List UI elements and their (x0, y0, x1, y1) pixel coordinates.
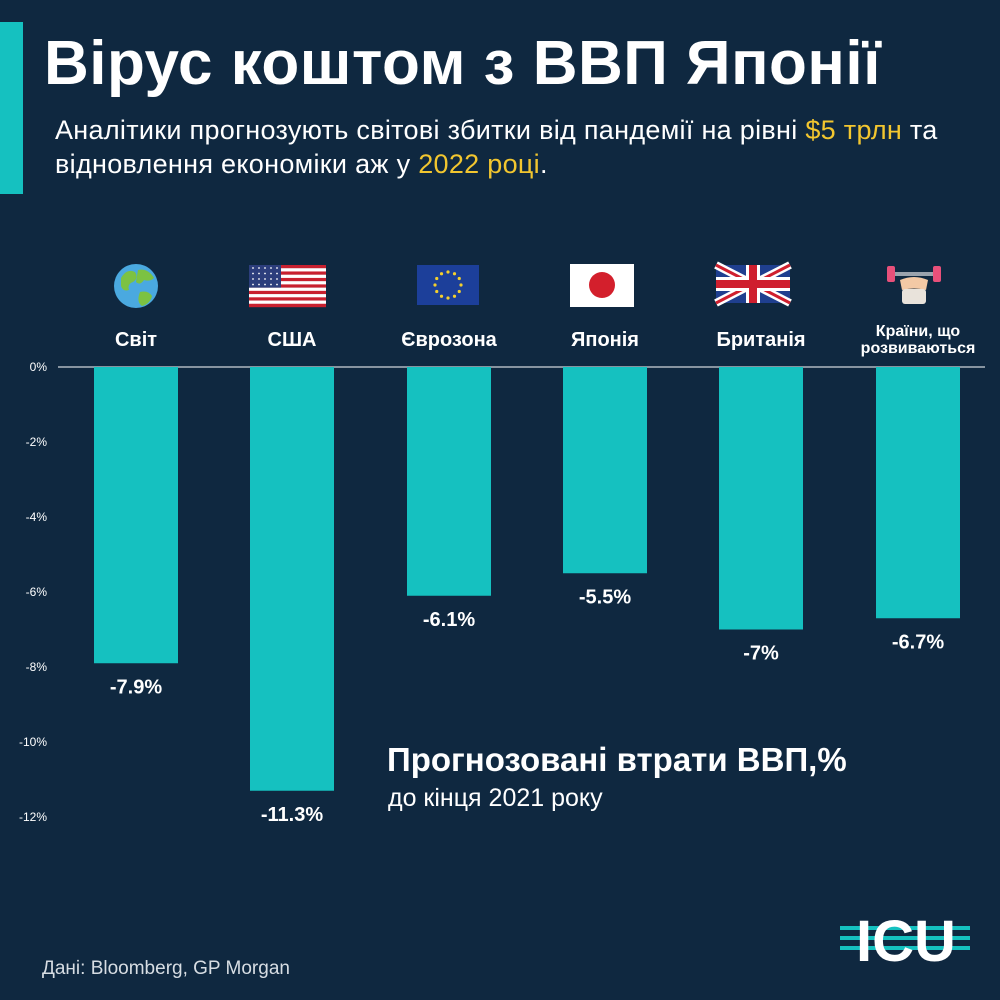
subtitle-text-2: та відновлення економіки аж у (55, 115, 938, 179)
subtitle-highlight-year: 2022 році (418, 149, 540, 179)
bar (250, 367, 334, 791)
category-label: Єврозона (401, 329, 497, 351)
y-tick-label: -12% (19, 810, 47, 824)
category-label: США (268, 329, 317, 351)
category-label: Японія (571, 329, 639, 351)
chart-subtitle: до кінця 2021 року (388, 784, 603, 812)
bar-value-label: -11.3% (261, 804, 323, 826)
globe-icon (114, 264, 158, 308)
page-subtitle: Аналітики прогнозують світові збитки від… (55, 113, 975, 181)
logo-text: ICU (856, 909, 956, 970)
bar (563, 367, 647, 574)
bar-value-label: -7% (743, 643, 779, 665)
y-tick-label: 0% (30, 360, 48, 374)
category-label: Країни, що розвиваються (861, 323, 976, 357)
accent-bar (0, 22, 23, 194)
bar-value-label: -5.5% (579, 586, 631, 608)
source-note: Дані: Bloomberg, GP Morgan (42, 958, 290, 979)
chart-title: Прогнозовані втрати ВВП,% (387, 741, 847, 778)
subtitle-highlight-amount: $5 трлн (805, 115, 903, 145)
y-tick-label: -2% (26, 435, 48, 449)
bar (407, 367, 491, 596)
bar (94, 367, 178, 664)
y-tick-label: -10% (19, 735, 47, 749)
bar-value-label: -6.7% (892, 631, 944, 653)
subtitle-text-1: Аналітики прогнозують світові збитки від… (55, 115, 806, 145)
category-label: Світ (115, 329, 157, 351)
category-label: Британія (716, 329, 805, 351)
y-tick-label: -8% (26, 660, 48, 674)
bar (719, 367, 803, 630)
subtitle-text-3: . (539, 149, 548, 179)
y-tick-label: -6% (26, 585, 48, 599)
page-title: Вірус коштом з ВВП Японії (44, 29, 882, 98)
bar-value-label: -6.1% (423, 609, 475, 631)
us-flag-icon (249, 265, 326, 308)
y-tick-label: -4% (26, 510, 48, 524)
japan-flag-icon (570, 264, 634, 307)
bar (876, 367, 960, 619)
uk-flag-icon (714, 261, 792, 307)
bar-value-label: -7.9% (110, 676, 162, 698)
icu-logo: ICU (840, 909, 970, 970)
dumbbell-arm-icon (887, 266, 941, 304)
eu-flag-icon (417, 265, 479, 305)
